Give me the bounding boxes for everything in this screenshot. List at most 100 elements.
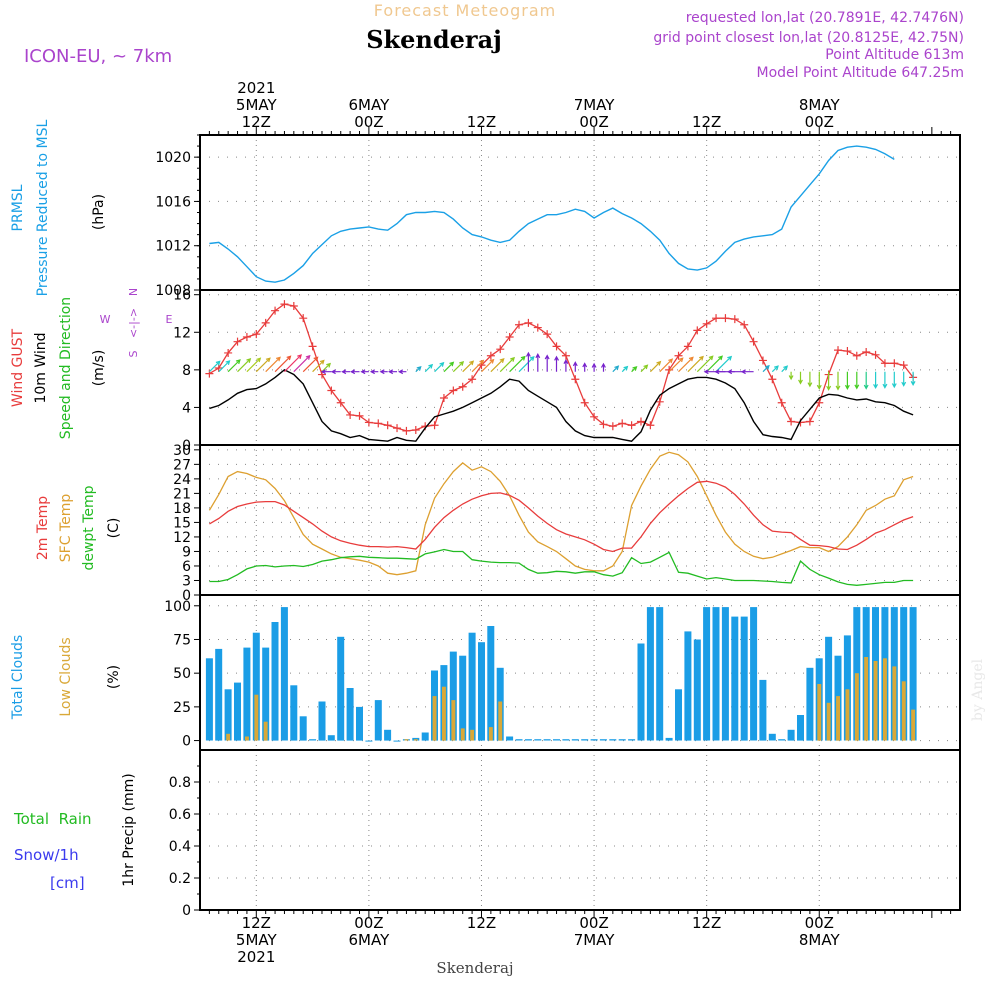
wind-direction-arrow <box>341 369 351 375</box>
wind-direction-arrow <box>208 360 221 373</box>
total-clouds-bar <box>712 607 720 741</box>
total-clouds-bar <box>318 701 326 741</box>
total-clouds-bar <box>703 607 711 741</box>
total-clouds-bar <box>590 739 598 741</box>
gust-point <box>852 351 861 360</box>
y-tick-label: 0.6 <box>169 807 191 823</box>
wind-direction-arrow <box>582 362 588 372</box>
wind-direction-arrow <box>706 355 723 373</box>
total-clouds-bar <box>665 737 673 741</box>
gust-point <box>355 411 364 420</box>
header-station: Skenderaj <box>366 25 502 54</box>
watermark: by Angel <box>970 658 986 721</box>
wind-direction-arrow <box>600 362 606 372</box>
total-clouds-bar <box>356 706 363 741</box>
y-tick-label: 0 <box>182 903 191 919</box>
total-clouds-bar <box>909 607 917 741</box>
footer-station: Skenderaj <box>436 959 513 977</box>
y-tick-label: 1020 <box>155 150 191 166</box>
total-clouds-bar <box>280 607 288 741</box>
gust-point <box>683 342 692 351</box>
wind-direction-arrow <box>518 356 535 373</box>
wind-direction-arrow <box>771 365 779 373</box>
compass-s: S <box>127 350 140 357</box>
gust-point <box>271 306 280 315</box>
wind-direction-arrow <box>481 358 495 373</box>
gust-point <box>205 369 214 378</box>
label-wind-gust: Wind GUST <box>10 328 26 407</box>
gust-point <box>730 315 739 324</box>
low-clouds-bar <box>845 689 850 741</box>
x-label-top: 2021 <box>237 79 275 97</box>
compass-e: E <box>166 313 173 326</box>
gust-point <box>224 348 233 357</box>
gust-point <box>674 351 683 360</box>
gust-point <box>768 375 777 384</box>
wind-direction-arrow <box>509 355 526 373</box>
low-clouds-bar <box>432 696 437 741</box>
pressure-line <box>209 145 895 283</box>
total-clouds-bar <box>290 685 298 741</box>
gust-point <box>890 359 899 368</box>
label-hpa: (hPa) <box>91 194 107 230</box>
gust-point <box>777 398 786 407</box>
wind-line <box>209 368 914 442</box>
y-tick-label: 18 <box>173 501 191 517</box>
gust-point <box>843 347 852 356</box>
label-snow-cm: [cm] <box>50 874 85 892</box>
wind-direction-arrow <box>762 364 770 373</box>
gust-point <box>899 361 908 370</box>
y-tick-label: 0 <box>182 588 191 604</box>
total-clouds-bar <box>825 636 833 741</box>
low-clouds-bar <box>451 700 456 741</box>
compass-rose: N S <-|-> W E <box>100 288 173 358</box>
wind-direction-arrow <box>621 365 629 373</box>
y-tick-label: 6 <box>182 559 191 575</box>
gust-point <box>712 314 721 323</box>
wind-direction-arrow <box>563 358 569 372</box>
gust-point <box>571 375 580 384</box>
panel-frame-precip <box>199 749 961 911</box>
wind-direction-arrow <box>388 369 397 375</box>
gust-point <box>636 417 645 426</box>
total-clouds-bar <box>384 729 392 741</box>
total-clouds-bar <box>599 739 607 741</box>
x-label-bottom: 2021 <box>237 948 275 966</box>
wind-direction-arrow <box>901 371 907 387</box>
total-clouds-bar <box>740 616 748 741</box>
x-label-bottom: 12Z <box>467 914 496 932</box>
gust-point <box>815 398 824 407</box>
total-clouds-bar <box>309 739 317 741</box>
total-clouds-bar <box>337 636 345 741</box>
wind-direction-arrow <box>369 369 379 375</box>
wind-direction-arrow <box>612 365 620 373</box>
label-prmsl: PRMSL <box>10 184 26 231</box>
y-tick-label: 100 <box>164 599 191 615</box>
wind-direction-arrow <box>320 369 332 375</box>
low-clouds-bar <box>254 694 259 741</box>
gust-point <box>439 394 448 403</box>
gust-line <box>209 303 914 432</box>
y-tick-label: 21 <box>173 486 191 502</box>
y-tick-label: 1008 <box>155 283 191 299</box>
gust-point <box>862 348 871 356</box>
compass-arrows: <-|-> <box>127 308 140 338</box>
x-label-top: 00Z <box>579 113 608 131</box>
total-clouds-bar <box>693 639 701 741</box>
total-clouds-bar <box>215 648 223 741</box>
y-tick-label: 0 <box>182 734 191 750</box>
wind-direction-arrow <box>398 369 407 375</box>
wind-direction-arrow <box>283 354 302 373</box>
panel-frame-wind <box>199 289 961 446</box>
gust-point <box>721 314 730 323</box>
total-clouds-bar <box>778 739 786 741</box>
y-tick-label: 24 <box>173 472 191 488</box>
wind-direction-arrow <box>740 369 754 375</box>
gust-point <box>599 420 608 429</box>
label-celsius: (C) <box>106 518 122 539</box>
y-tick-label: 16 <box>173 288 191 304</box>
gust-point <box>665 365 674 374</box>
label-ms: (m/s) <box>91 350 107 387</box>
header-requested: requested lon,lat (20.7891E, 42.7476N) <box>686 10 964 26</box>
wind-direction-arrow <box>462 360 475 373</box>
